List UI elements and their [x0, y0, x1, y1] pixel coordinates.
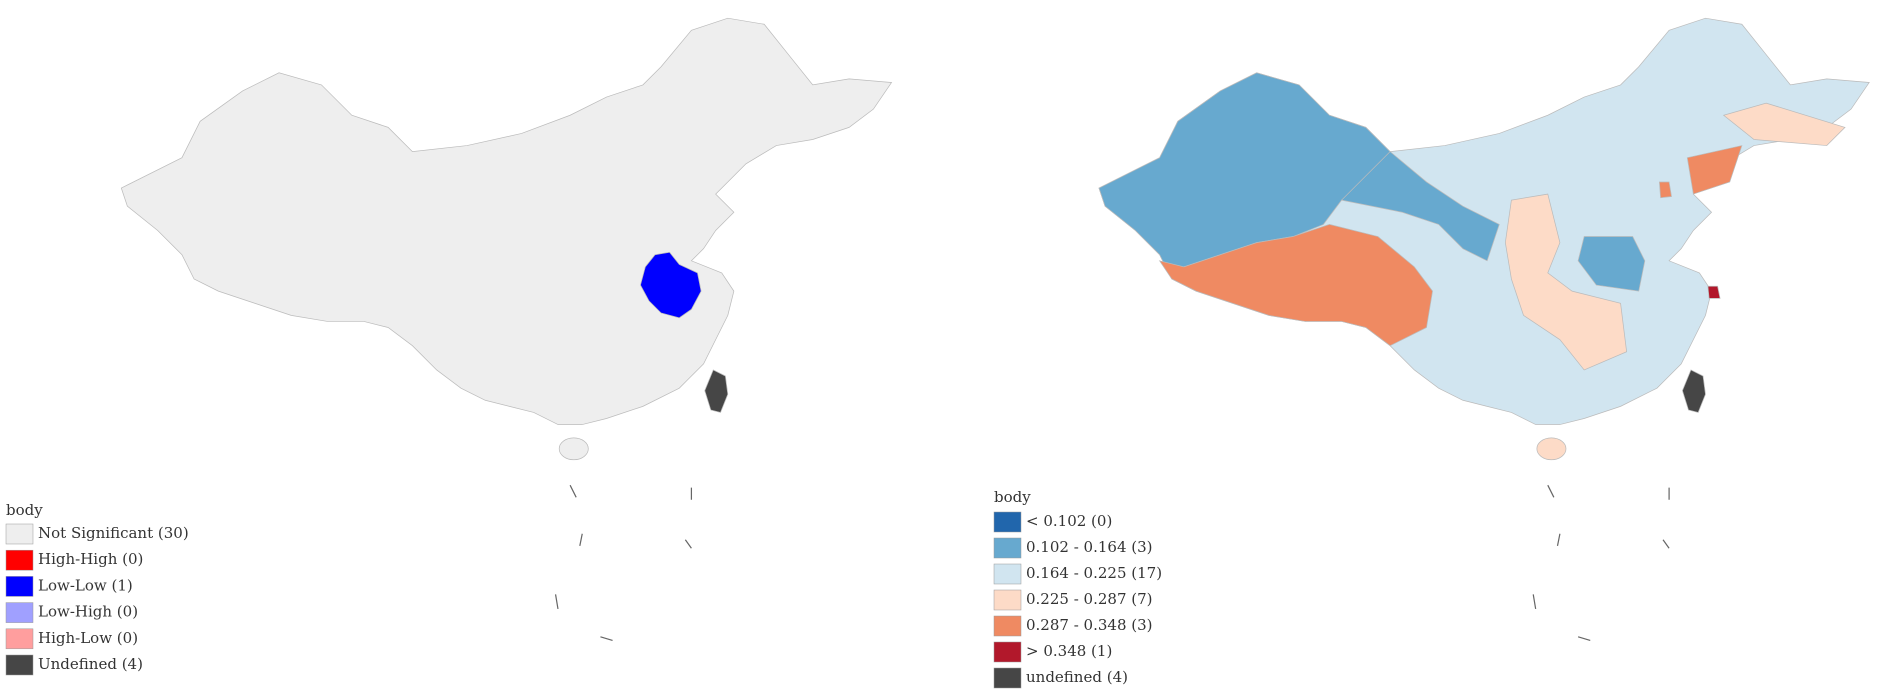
legend-label: 0.225 - 0.287 (7) — [1026, 590, 1153, 608]
legend-swatch — [5, 654, 34, 676]
region — [1707, 285, 1721, 299]
legend-swatch — [993, 537, 1022, 559]
legend-label: 0.164 - 0.225 (17) — [1026, 564, 1162, 582]
legend-swatch — [5, 602, 34, 623]
legend-swatch — [5, 549, 34, 571]
legend-label: Low-Low (1) — [38, 576, 133, 594]
left-map — [120, 17, 893, 642]
legend-label: High-Low (0) — [38, 629, 138, 647]
region — [1658, 181, 1672, 199]
islands — [1532, 484, 1670, 642]
legend-swatch — [5, 628, 34, 650]
region — [120, 17, 893, 426]
legend-label: > 0.348 (1) — [1026, 642, 1112, 660]
legend-swatch — [993, 667, 1022, 689]
legend-title: body — [6, 501, 43, 519]
region — [1686, 145, 1743, 195]
legends: body Not Significant (30) High-High (0) Low… — [5, 488, 1162, 689]
legend-label: < 0.102 (0) — [1026, 512, 1112, 530]
region — [704, 369, 729, 414]
legend-label: 0.287 - 0.348 (3) — [1026, 616, 1153, 634]
region — [558, 437, 589, 461]
legend-label: Not Significant (30) — [38, 524, 189, 542]
region — [640, 251, 702, 319]
legend-swatch — [993, 511, 1022, 533]
right-map — [1098, 17, 1870, 642]
region — [1340, 151, 1500, 262]
legend-label: Low-High (0) — [38, 603, 138, 621]
region — [1504, 193, 1628, 371]
legend-swatch — [993, 563, 1022, 585]
region — [1681, 369, 1707, 414]
legend-label: High-High (0) — [38, 550, 143, 568]
legend-swatch — [993, 615, 1022, 637]
region — [1722, 102, 1846, 146]
legend-label: undefined (4) — [1026, 668, 1128, 686]
legend-label: Undefined (4) — [38, 655, 143, 673]
legend-label: 0.102 - 0.164 (3) — [1026, 538, 1153, 556]
islands — [554, 484, 693, 642]
legend-swatch — [5, 576, 34, 597]
region — [1158, 224, 1433, 347]
legend-title: body — [994, 488, 1031, 506]
legend-swatch — [993, 589, 1022, 611]
region — [1536, 437, 1567, 461]
region — [1577, 236, 1646, 292]
legend-swatch — [993, 641, 1022, 663]
legend-swatch — [5, 523, 34, 545]
